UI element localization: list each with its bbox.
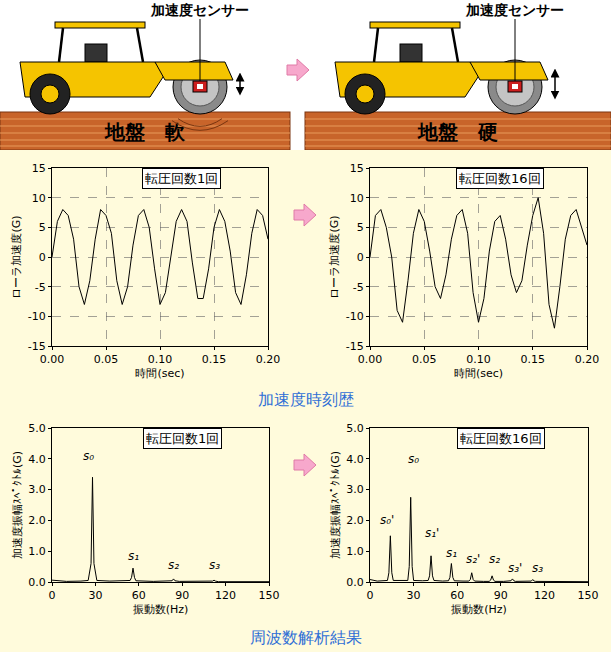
svg-text:-15: -15 bbox=[346, 340, 364, 353]
svg-text:s₃': s₃' bbox=[508, 561, 522, 575]
svg-text:60: 60 bbox=[450, 589, 464, 602]
svg-text:s₀': s₀' bbox=[380, 513, 394, 527]
svg-text:0.10: 0.10 bbox=[148, 353, 173, 366]
svg-text:ローラ加速度(G): ローラ加速度(G) bbox=[328, 215, 341, 298]
svg-text:0.05: 0.05 bbox=[94, 353, 119, 366]
svg-text:0.05: 0.05 bbox=[412, 353, 437, 366]
svg-text:150: 150 bbox=[578, 589, 599, 602]
svg-text:転圧回数1回: 転圧回数1回 bbox=[145, 171, 218, 186]
svg-text:時間(sec): 時間(sec) bbox=[454, 367, 503, 380]
svg-text:0: 0 bbox=[39, 251, 46, 264]
svg-text:s₂': s₂' bbox=[466, 552, 480, 566]
svg-text:10: 10 bbox=[32, 192, 46, 205]
svg-text:s₁': s₁' bbox=[425, 526, 439, 540]
svg-text:振動数(Hz): 振動数(Hz) bbox=[451, 603, 507, 616]
svg-text:0.20: 0.20 bbox=[575, 353, 600, 366]
svg-text:0.0: 0.0 bbox=[28, 576, 46, 589]
svg-text:振動数(Hz): 振動数(Hz) bbox=[133, 603, 189, 616]
svg-text:時間(sec): 時間(sec) bbox=[135, 367, 184, 380]
svg-text:0.15: 0.15 bbox=[521, 353, 546, 366]
svg-text:加速度振幅ｽﾍﾟｸﾄﾙ(G): 加速度振幅ｽﾍﾟｸﾄﾙ(G) bbox=[11, 451, 24, 559]
svg-text:150: 150 bbox=[259, 589, 280, 602]
svg-text:転圧回数16回: 転圧回数16回 bbox=[459, 171, 541, 186]
svg-text:地盤 硬: 地盤 硬 bbox=[417, 120, 498, 144]
svg-text:3.0: 3.0 bbox=[346, 483, 364, 496]
svg-text:1.0: 1.0 bbox=[346, 545, 364, 558]
svg-text:0.15: 0.15 bbox=[202, 353, 227, 366]
svg-text:-5: -5 bbox=[353, 281, 364, 294]
html-text:周波数解析結果: 周波数解析結果 bbox=[249, 628, 362, 647]
svg-text:30: 30 bbox=[88, 589, 102, 602]
svg-text:1.0: 1.0 bbox=[28, 545, 46, 558]
svg-text:0.20: 0.20 bbox=[256, 353, 281, 366]
svg-text:-10: -10 bbox=[346, 310, 364, 323]
svg-text:30: 30 bbox=[407, 589, 421, 602]
svg-text:2.0: 2.0 bbox=[346, 514, 364, 527]
svg-text:0.00: 0.00 bbox=[358, 353, 383, 366]
svg-text:0: 0 bbox=[49, 589, 56, 602]
svg-text:s₁: s₁ bbox=[446, 546, 457, 560]
svg-text:s₃: s₃ bbox=[209, 558, 220, 572]
svg-text:s₂: s₂ bbox=[489, 552, 500, 566]
svg-text:-10: -10 bbox=[28, 310, 46, 323]
svg-text:2.0: 2.0 bbox=[28, 514, 46, 527]
svg-text:s₃: s₃ bbox=[532, 561, 543, 575]
svg-text:s₁: s₁ bbox=[128, 549, 139, 563]
svg-text:0.00: 0.00 bbox=[40, 353, 65, 366]
svg-text:10: 10 bbox=[350, 192, 364, 205]
svg-text:90: 90 bbox=[494, 589, 508, 602]
svg-text:加速度センサー: 加速度センサー bbox=[150, 2, 249, 18]
svg-text:s₂: s₂ bbox=[168, 558, 179, 572]
svg-text:15: 15 bbox=[32, 162, 46, 175]
svg-text:120: 120 bbox=[215, 589, 236, 602]
svg-text:0.10: 0.10 bbox=[466, 353, 491, 366]
svg-text:s₀: s₀ bbox=[408, 452, 419, 466]
svg-text:地盤 軟: 地盤 軟 bbox=[104, 120, 186, 144]
svg-text:0: 0 bbox=[357, 251, 364, 264]
svg-text:4.0: 4.0 bbox=[346, 453, 364, 466]
svg-text:加速度センサー: 加速度センサー bbox=[465, 2, 564, 18]
svg-text:s₀: s₀ bbox=[83, 449, 94, 463]
svg-text:120: 120 bbox=[534, 589, 555, 602]
svg-text:5: 5 bbox=[39, 221, 46, 234]
svg-text:0.0: 0.0 bbox=[346, 576, 364, 589]
svg-text:90: 90 bbox=[175, 589, 189, 602]
svg-text:-5: -5 bbox=[35, 281, 46, 294]
svg-text:転圧回数1回: 転圧回数1回 bbox=[146, 431, 219, 446]
svg-text:加速度振幅ｽﾍﾟｸﾄﾙ(G): 加速度振幅ｽﾍﾟｸﾄﾙ(G) bbox=[329, 451, 342, 559]
svg-text:-15: -15 bbox=[28, 340, 46, 353]
svg-text:5.0: 5.0 bbox=[346, 422, 364, 435]
html-text:加速度時刻歴: 加速度時刻歴 bbox=[257, 390, 354, 409]
svg-text:5: 5 bbox=[357, 221, 364, 234]
svg-text:0: 0 bbox=[367, 589, 374, 602]
svg-text:ローラ加速度(G): ローラ加速度(G) bbox=[10, 215, 23, 298]
svg-text:3.0: 3.0 bbox=[28, 483, 46, 496]
svg-text:転圧回数16回: 転圧回数16回 bbox=[460, 431, 542, 446]
svg-text:4.0: 4.0 bbox=[28, 453, 46, 466]
svg-text:15: 15 bbox=[350, 162, 364, 175]
svg-text:60: 60 bbox=[132, 589, 146, 602]
svg-text:5.0: 5.0 bbox=[28, 422, 46, 435]
